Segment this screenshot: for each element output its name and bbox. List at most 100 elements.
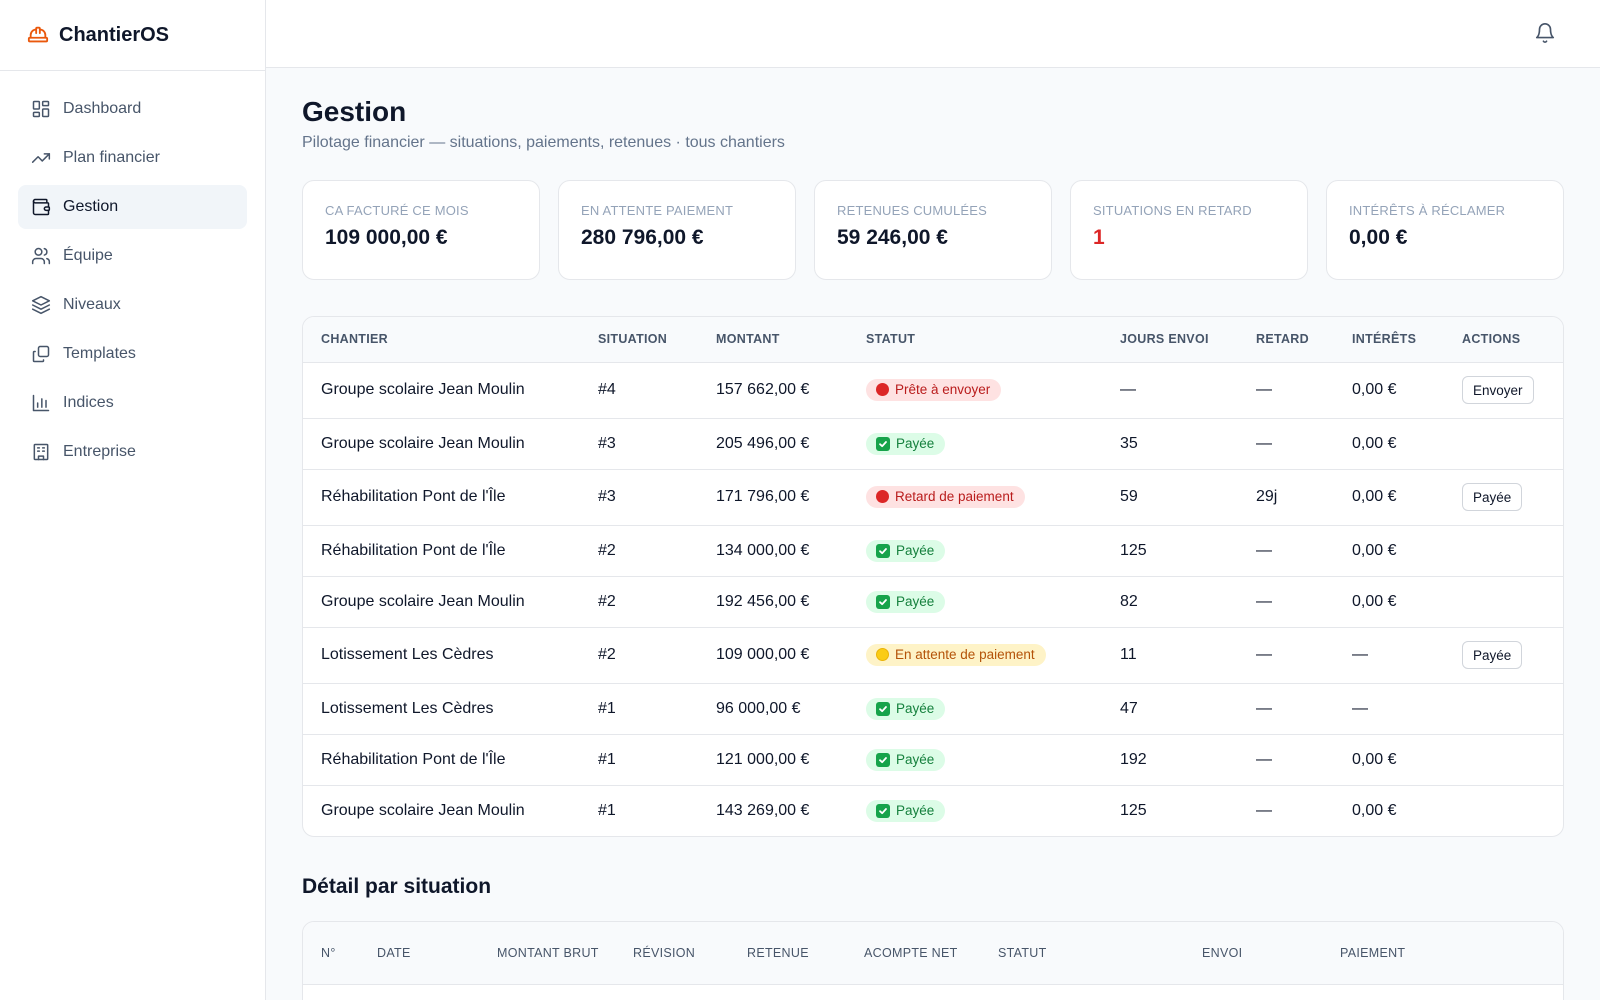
- table-header-row: Chantier Situation Montant Statut Jours …: [303, 317, 1563, 363]
- hard-hat-icon: [27, 26, 49, 43]
- table-row[interactable]: Réhabilitation Pont de l'Île #3 171 796,…: [303, 469, 1563, 526]
- page-title: Gestion: [302, 96, 407, 127]
- cell-chantier: Groupe scolaire Jean Moulin: [321, 801, 525, 819]
- brand[interactable]: ChantierOS: [0, 0, 265, 71]
- status-badge-label: Payée: [896, 752, 935, 767]
- cell-jours-envoi: 59: [1102, 469, 1238, 526]
- cell-jours-envoi: 125: [1102, 525, 1238, 577]
- status-badge-label: En attente de paiement: [895, 647, 1035, 663]
- red-circle-icon: [876, 383, 889, 397]
- mark-paid-button[interactable]: Payée: [1462, 641, 1523, 669]
- cell-jours-envoi: 11: [1102, 627, 1238, 684]
- mark-paid-button[interactable]: Payée: [1462, 483, 1523, 511]
- brand-name: ChantierOS: [59, 23, 170, 46]
- table-row[interactable]: Réhabilitation Pont de l'Île #1 121 000,…: [303, 734, 1563, 786]
- sidebar-item-dashboard[interactable]: Dashboard: [18, 87, 247, 131]
- sidebar-item-indices[interactable]: Indices: [18, 381, 247, 425]
- status-badge-label: Retard de paiement: [895, 489, 1014, 505]
- table-row[interactable]: Réhabilitation Pont de l'Île #2 134 000,…: [303, 525, 1563, 577]
- kpi-value: 109 000,00 €: [325, 226, 448, 249]
- sidebar-item-entreprise[interactable]: Entreprise: [18, 430, 247, 474]
- sidebar-item-plan-financier[interactable]: Plan financier: [18, 136, 247, 180]
- kpi-value: 280 796,00 €: [581, 226, 704, 249]
- status-badge: Payée: [866, 799, 946, 822]
- table-row[interactable]: Lotissement Les Cèdres #2 109 000,00 € E…: [303, 627, 1563, 684]
- column-header-interets: Intérêts: [1334, 317, 1444, 363]
- cell-montant: 171 796,00 €: [698, 469, 848, 526]
- sidebar-item-label: Équipe: [63, 247, 113, 264]
- sidebar-item-gestion[interactable]: Gestion: [18, 185, 247, 229]
- column-header-jours-envoi: Jours envoi: [1102, 317, 1238, 363]
- cell-situation: #2: [580, 525, 698, 577]
- cell-chantier: Lotissement Les Cèdres: [303, 683, 580, 735]
- sidebar-item-label: Entreprise: [63, 443, 136, 460]
- kpi-situations-retard: Situations en retard 1: [1070, 180, 1308, 280]
- status-badge-label: Payée: [896, 436, 935, 451]
- column-header-date: Date: [359, 922, 479, 985]
- cell-actions: [1444, 418, 1563, 470]
- table-row[interactable]: Groupe scolaire Jean Moulin #1 143 269,0…: [303, 785, 1563, 836]
- cell-actions: [1444, 785, 1563, 836]
- cell-montant: 121 000,00 €: [698, 734, 848, 786]
- cell-situation: #1: [598, 801, 616, 819]
- cell-retard: 29j: [1238, 469, 1334, 526]
- check-icon: [876, 436, 890, 451]
- cell-retard: —: [1238, 525, 1334, 577]
- cell-jours-envoi: 192: [1102, 734, 1238, 786]
- cell-interets: —: [1334, 683, 1444, 735]
- table-row[interactable]: Groupe scolaire Jean Moulin #2 192 456,0…: [303, 576, 1563, 628]
- cell-situation: #3: [580, 469, 698, 526]
- column-header-montant-brut: Montant brut: [479, 922, 615, 985]
- cell-jours-envoi: —: [1102, 362, 1238, 419]
- table-row[interactable]: Groupe scolaire Jean Moulin #4 157 662,0…: [303, 362, 1563, 419]
- sidebar-item-label: Indices: [63, 394, 114, 411]
- sidebar-item-equipe[interactable]: Équipe: [18, 234, 247, 278]
- check-icon: [876, 543, 890, 558]
- cell-actions: [1444, 576, 1563, 628]
- cell-chantier: Lotissement Les Cèdres: [303, 627, 580, 684]
- status-badge: Retard de paiement: [866, 485, 1025, 508]
- sidebar-item-label: Dashboard: [63, 100, 142, 117]
- table-row[interactable]: Lotissement Les Cèdres #1 96 000,00 € Pa…: [303, 683, 1563, 735]
- cell-situation: #4: [580, 362, 698, 419]
- cell-statut: En attente de paiement: [848, 627, 1102, 684]
- wallet-icon: [32, 198, 51, 216]
- cell-montant: 143 269,00 €: [716, 801, 810, 819]
- bell-icon[interactable]: [1534, 22, 1556, 44]
- kpi-cards: CA facturé ce mois 109 000,00 € En atten…: [302, 180, 1564, 280]
- cell-actions: [1444, 734, 1563, 786]
- kpi-interets: Intérêts à réclamer 0,00 €: [1326, 180, 1564, 280]
- cell-statut: Payée: [848, 525, 1102, 577]
- check-icon: [876, 803, 890, 818]
- sidebar-item-templates[interactable]: Templates: [18, 332, 247, 376]
- cell-jours-envoi: 125: [1120, 801, 1147, 819]
- cell-statut: Payée: [848, 683, 1102, 735]
- copy-icon: [32, 345, 50, 363]
- column-header-retenue: Retenue: [729, 922, 846, 985]
- cell-interets: 0,00 €: [1334, 525, 1444, 577]
- envoyer-button[interactable]: Envoyer: [1462, 376, 1534, 404]
- building-icon: [33, 443, 49, 461]
- sidebar-item-niveaux[interactable]: Niveaux: [18, 283, 247, 327]
- check-icon: [876, 594, 890, 609]
- cell-montant: 109 000,00 €: [698, 627, 848, 684]
- table-header-row: N° Date Montant brut Révision Retenue Ac…: [303, 922, 1563, 985]
- kpi-label: Situations en retard: [1093, 203, 1252, 218]
- status-badge: Payée: [866, 539, 946, 562]
- cell-situation: #1: [580, 734, 698, 786]
- kpi-label: Intérêts à réclamer: [1349, 203, 1506, 218]
- users-icon: [31, 247, 51, 265]
- kpi-retenues: Retenues cumulées 59 246,00 €: [814, 180, 1052, 280]
- cell-montant: 205 496,00 €: [698, 418, 848, 470]
- kpi-ca-facture: CA facturé ce mois 109 000,00 €: [302, 180, 540, 280]
- sidebar-nav: Dashboard Plan financier Gestion Équipe …: [0, 71, 265, 495]
- column-header-montant: Montant: [698, 317, 848, 363]
- situations-table: Chantier Situation Montant Statut Jours …: [302, 316, 1564, 837]
- cell-actions: Envoyer: [1444, 362, 1563, 419]
- cell-interets: 0,00 €: [1334, 362, 1444, 419]
- table-row[interactable]: Groupe scolaire Jean Moulin #3 205 496,0…: [303, 418, 1563, 470]
- status-badge-label: Payée: [896, 594, 935, 609]
- cell-interets: 0,00 €: [1334, 734, 1444, 786]
- cell-statut: Payée: [848, 785, 1102, 836]
- status-badge-label: Payée: [896, 803, 935, 819]
